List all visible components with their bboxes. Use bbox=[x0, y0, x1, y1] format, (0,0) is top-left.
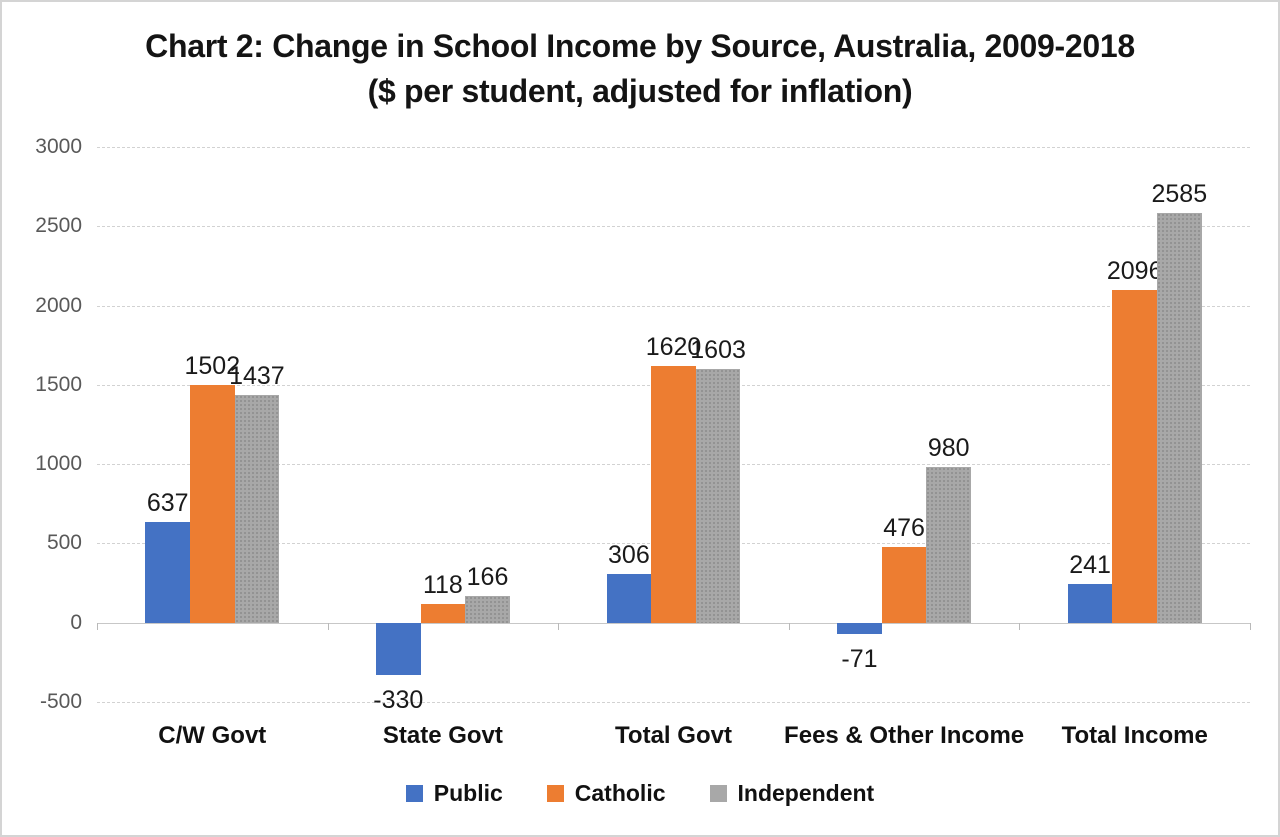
bar-value-label: 637 bbox=[146, 488, 189, 517]
bar-value-label: 1437 bbox=[229, 361, 285, 390]
axis-tick bbox=[558, 622, 560, 630]
bar-value-label: 2585 bbox=[1151, 179, 1208, 208]
legend-label-independent: Independent bbox=[737, 780, 875, 806]
legend-label-catholic: Catholic bbox=[574, 780, 666, 806]
y-axis-tick-label: 2000 bbox=[35, 293, 82, 317]
legend: Public Catholic Independent bbox=[2, 780, 1278, 807]
y-axis-tick-label: -500 bbox=[39, 690, 82, 713]
bar-value-label: -71 bbox=[841, 644, 878, 673]
bar-catholic-c-w-govt bbox=[190, 384, 235, 623]
axis-tick bbox=[788, 622, 790, 630]
bar-value-label: 306 bbox=[608, 541, 650, 570]
gridline bbox=[97, 226, 1250, 228]
bar-public-fees-other-income bbox=[837, 622, 882, 634]
legend-item-independent: Independent bbox=[709, 780, 875, 807]
bar-public-c-w-govt bbox=[145, 521, 190, 623]
bar-value-label: 166 bbox=[466, 563, 509, 592]
bar-value-label: 980 bbox=[927, 434, 970, 463]
bar-value-label: 2096 bbox=[1106, 257, 1163, 286]
legend-swatch-independent bbox=[709, 785, 727, 802]
bar-independent-total-income bbox=[1157, 212, 1202, 623]
x-axis-category-label: Fees & Other Income bbox=[784, 722, 1025, 749]
bar-independent-state-govt bbox=[465, 596, 510, 623]
x-axis-category-label: Total Income bbox=[1061, 722, 1208, 749]
bar-value-label: 1603 bbox=[690, 335, 746, 364]
x-axis-category-label: Total Govt bbox=[615, 722, 732, 749]
bar-value-label: 476 bbox=[883, 514, 925, 543]
bar-public-total-income bbox=[1067, 584, 1113, 623]
axis-tick bbox=[1019, 622, 1021, 630]
bar-independent-fees-other-income bbox=[926, 467, 971, 623]
y-axis-tick-label: 1000 bbox=[35, 452, 82, 476]
axis-tick bbox=[327, 622, 329, 630]
bar-value-label: 1620 bbox=[645, 332, 702, 361]
chart-title-line1: Chart 2: Change in School Income by Sour… bbox=[145, 28, 1135, 64]
y-axis-tick-label: 1500 bbox=[35, 372, 82, 396]
bar-value-label: 1502 bbox=[184, 351, 241, 380]
bar-independent-c-w-govt bbox=[234, 394, 280, 623]
legend-item-public: Public bbox=[405, 780, 503, 807]
bar-catholic-fees-other-income bbox=[881, 547, 927, 623]
bar-public-total-govt bbox=[606, 574, 652, 623]
bar-independent-total-govt bbox=[695, 368, 741, 623]
x-axis-category-label: C/W Govt bbox=[158, 722, 267, 749]
bar-catholic-total-income bbox=[1112, 290, 1157, 623]
chart-title-line2: ($ per student, adjusted for inflation) bbox=[367, 73, 913, 109]
x-axis-line bbox=[97, 622, 1250, 624]
gridline bbox=[97, 305, 1250, 307]
y-axis-tick-label: 3000 bbox=[35, 135, 82, 158]
axis-tick bbox=[97, 622, 98, 630]
y-axis-tick-label: 0 bbox=[70, 610, 82, 634]
bar-value-label: -330 bbox=[373, 686, 424, 715]
bar-value-label: 241 bbox=[1069, 551, 1111, 580]
chart-title: Chart 2: Change in School Income by Sour… bbox=[2, 24, 1278, 114]
y-axis-tick-label: 500 bbox=[46, 531, 82, 555]
gridline bbox=[97, 147, 1250, 148]
x-axis-category-label: State Govt bbox=[382, 722, 503, 749]
legend-label-public: Public bbox=[433, 780, 503, 806]
bar-catholic-total-govt bbox=[651, 365, 696, 623]
bar-public-state-govt bbox=[376, 622, 421, 676]
y-axis-tick-label: 2500 bbox=[35, 214, 82, 238]
axis-tick bbox=[1250, 622, 1251, 630]
legend-swatch-catholic bbox=[546, 785, 564, 802]
bar-catholic-state-govt bbox=[420, 604, 466, 623]
bar-value-label: 118 bbox=[422, 571, 463, 599]
legend-item-catholic: Catholic bbox=[546, 780, 666, 807]
legend-swatch-public bbox=[405, 785, 423, 802]
gridline bbox=[97, 702, 1250, 703]
